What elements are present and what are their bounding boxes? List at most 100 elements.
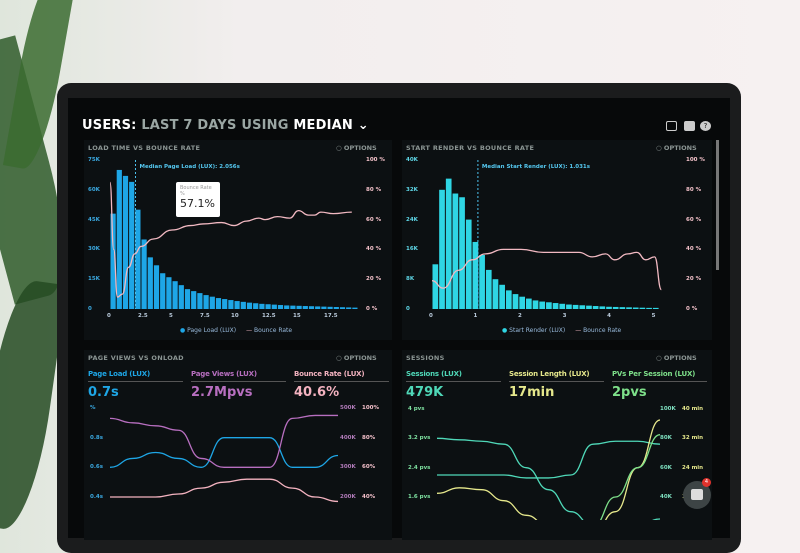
kpi-value: 40.6% [294, 385, 340, 400]
kpi-label[interactable]: Sessions (LUX) [406, 370, 501, 382]
kpi-label[interactable]: Page Views (LUX) [191, 370, 286, 382]
series-line [436, 437, 661, 520]
kpi-label[interactable]: Page Load (LUX) [88, 370, 183, 382]
x-tick-label: 1 [473, 313, 478, 319]
histogram-bar [592, 306, 599, 309]
series-line [599, 434, 661, 520]
histogram-bar [253, 303, 259, 309]
tooltip-unit: % [180, 191, 185, 197]
tooltip-title: Bounce Rate [180, 185, 212, 191]
y2-tick-label: 40 % [686, 246, 702, 253]
y3-tick-label: 100% [362, 405, 379, 411]
options-button[interactable]: ○ OPTIONS [656, 354, 697, 362]
histogram-bar [546, 302, 552, 309]
y-tick-label: 40K [406, 157, 418, 163]
legend-bars[interactable]: ● Start Render (LUX) [502, 327, 566, 334]
legend-bounce[interactable]: — Bounce Rate [246, 327, 293, 334]
panel-title: START RENDER VS BOUNCE RATE [406, 144, 535, 152]
histogram-bar [472, 241, 479, 309]
y-tick-label: 24K [406, 216, 418, 223]
y-tick-label: 75K [88, 157, 100, 163]
kpi-value: 479K [406, 385, 444, 400]
histogram-bar [153, 265, 160, 309]
kpi-label[interactable]: Session Length (LUX) [509, 370, 604, 382]
histogram-bar [110, 213, 116, 309]
histogram-bar [439, 189, 445, 309]
y-tick-label: 16K [406, 246, 418, 253]
kpi-value: 2.7Mpvs [191, 385, 253, 400]
options-button[interactable]: ○ OPTIONS [336, 354, 377, 362]
legend-bars[interactable]: ● Page Load (LUX) [180, 327, 237, 334]
kpi-label[interactable]: Bounce Rate (LUX) [294, 370, 389, 382]
histogram-bar [228, 300, 234, 309]
panel-title: PAGE VIEWS VS ONLOAD [88, 354, 184, 362]
options-button[interactable]: ○ OPTIONS [336, 144, 377, 152]
histogram-bar [147, 257, 153, 309]
x-tick-label: 2.5 [138, 313, 148, 319]
y-tick-label: 32K [406, 186, 418, 193]
help-icon[interactable]: ? [700, 121, 711, 131]
charts-canvas [109, 160, 662, 520]
histogram-bar [265, 304, 271, 309]
page-title[interactable]: USERS: LAST 7 DAYS USING MEDIAN ⌄ [82, 118, 369, 133]
series-line [109, 414, 338, 468]
y2-tick-label: 400K [340, 434, 356, 441]
histogram-bar [166, 277, 172, 309]
histogram-bar [215, 298, 222, 309]
histogram-bar [178, 285, 184, 309]
x-tick-label: 2 [518, 313, 522, 319]
y-tick-label: 0.8s [90, 434, 104, 441]
histogram-bar [445, 178, 452, 309]
histogram-bar [308, 306, 315, 309]
histogram-bar [277, 305, 284, 309]
histogram-bar [465, 219, 472, 309]
x-tick-label: 15 [293, 313, 301, 319]
image-icon[interactable] [684, 121, 695, 131]
x-tick-label: 4 [607, 313, 611, 319]
kpi-label[interactable]: PVs Per Session (LUX) [612, 370, 707, 382]
histogram-bar [619, 307, 626, 309]
x-tick-label: 5 [169, 313, 173, 319]
histogram-bar [552, 303, 559, 309]
histogram-bar [586, 305, 592, 309]
y-tick-label: 8K [406, 276, 415, 283]
histogram-bar [315, 306, 321, 309]
tooltip: Bounce Rate % 57.1% [176, 182, 220, 217]
chat-icon [691, 489, 703, 500]
title-median: MEDIAN [293, 118, 353, 133]
median-annotation: Median Page Load (LUX): 2.056s [139, 164, 240, 170]
y-tick-label: 3.2 pvs [408, 435, 431, 442]
y3-tick-label: 40% [362, 494, 376, 500]
histogram-bar [559, 303, 566, 309]
histogram-bar [579, 305, 586, 309]
histogram-bar [116, 169, 122, 309]
y2-tick-label: 40K [660, 494, 672, 500]
histogram-bar [652, 307, 659, 309]
histogram-bar [499, 284, 505, 309]
y2-tick-label: 80 % [686, 186, 702, 193]
y2-tick-label: 60K [660, 464, 672, 471]
histogram-bar [333, 307, 339, 309]
y3-tick-label: 60% [362, 464, 376, 471]
y3-tick-label: 32 min [682, 435, 704, 442]
scrollbar[interactable] [716, 140, 719, 270]
histogram-bar [321, 306, 327, 309]
histogram-bar [485, 269, 492, 309]
monitor-icon[interactable] [666, 121, 677, 131]
x-tick-label: 0 [429, 313, 433, 319]
histogram-bar [290, 305, 296, 309]
y2-tick-label: 100 % [686, 157, 705, 163]
chevron-down-icon[interactable]: ⌄ [357, 118, 369, 133]
legend: ● Page Load (LUX) — Bounce Rate [180, 327, 292, 334]
histogram-bar [606, 306, 612, 309]
title-users: USERS: [82, 118, 137, 133]
chat-button[interactable]: 4 [683, 478, 711, 509]
histogram-bar [566, 304, 572, 309]
options-button[interactable]: ○ OPTIONS [656, 144, 697, 152]
histogram-bar [352, 307, 358, 309]
y2-tick-label: 60 % [366, 216, 382, 223]
y-tick-label: 0 [88, 306, 92, 312]
histogram-bar [234, 301, 240, 309]
y-tick-label: 1.6 pvs [408, 494, 431, 500]
legend-bounce[interactable]: — Bounce Rate [575, 327, 622, 334]
